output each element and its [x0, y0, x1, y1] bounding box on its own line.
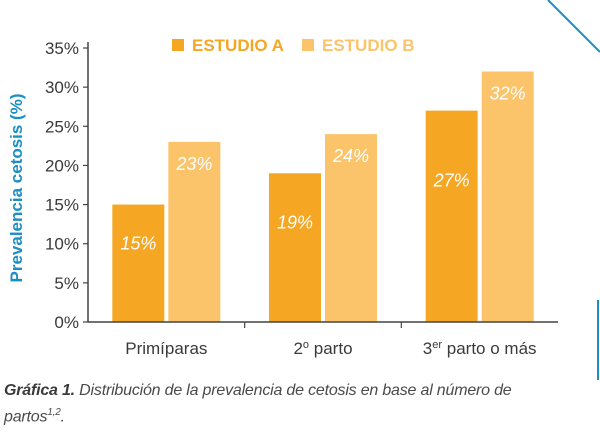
data-label: 27%: [433, 170, 470, 190]
bar: [112, 204, 165, 322]
bar: [325, 134, 377, 322]
caption-text: Distribución de la prevalencia de cetosi…: [4, 382, 512, 426]
bar: [168, 141, 221, 322]
y-tick-label: 35%: [45, 39, 79, 58]
legend-label: ESTUDIO B: [322, 36, 415, 55]
y-axis-title: Prevalencia cetosis (%): [7, 94, 26, 283]
y-tick-label: 0%: [54, 313, 79, 332]
x-tick-label: 3er parto o más: [423, 339, 537, 358]
y-tick-label: 20%: [45, 156, 79, 175]
data-label: 23%: [175, 154, 212, 174]
y-tick-label: 5%: [54, 274, 79, 293]
caption-end: .: [60, 408, 65, 426]
y-tick-label: 25%: [45, 117, 79, 136]
caption-label: Gráfica 1.: [4, 382, 75, 399]
figure-caption: Gráfica 1. Distribución de la prevalenci…: [4, 380, 564, 428]
legend-swatch: [302, 39, 314, 51]
y-tick-label: 15%: [45, 196, 79, 215]
data-label: 15%: [120, 233, 156, 253]
legend-swatch: [172, 39, 184, 51]
x-tick-label: Primíparas: [125, 339, 207, 358]
bar-chart: 0% 5% 10% 15% 20% 25% 30% 35% Primíparas 2o parto…: [7, 0, 600, 380]
bar: [481, 71, 534, 322]
y-tick-label: 10%: [45, 235, 79, 254]
frame-corner-line: [547, 0, 600, 53]
data-label: 32%: [490, 83, 526, 103]
y-tick-label: 30%: [45, 78, 79, 97]
legend-label: ESTUDIO A: [192, 36, 284, 55]
data-label: 19%: [277, 212, 313, 232]
bar: [425, 110, 478, 322]
x-tick-label: 2o parto: [293, 339, 352, 358]
bar: [269, 173, 321, 322]
data-label: 24%: [332, 146, 369, 166]
caption-reference: 1,2: [47, 407, 61, 418]
